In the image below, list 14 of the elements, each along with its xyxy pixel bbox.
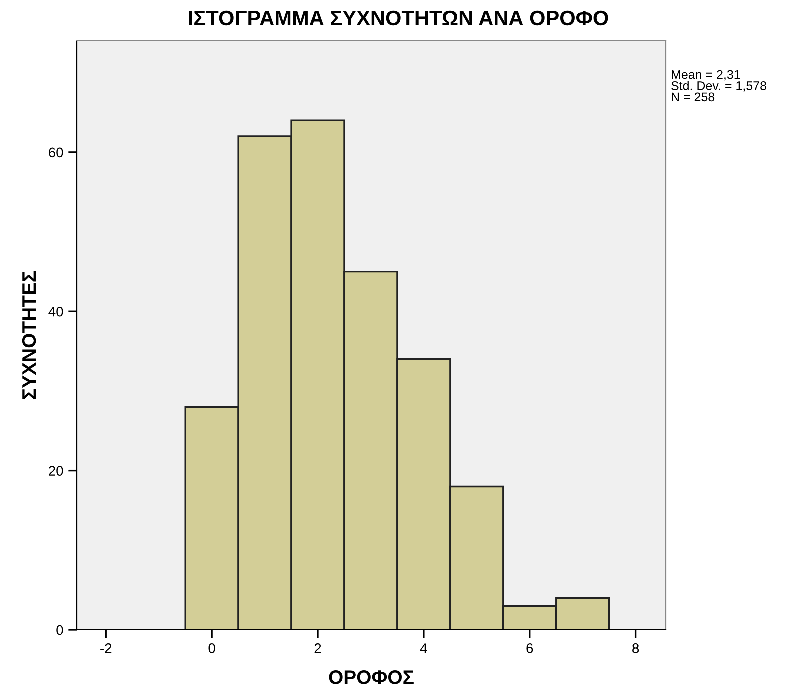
y-tick-label: 60: [49, 148, 64, 158]
y-tick-label: 20: [49, 466, 64, 476]
y-axis-title: ΣΥΧΝΟΤΗΤΕΣ: [22, 271, 36, 400]
y-tick-label: 40: [48, 306, 64, 317]
x-tick-label: 6: [526, 644, 534, 654]
x-tick-label: 4: [420, 644, 428, 654]
text: Mean = 2,31 Std. Dev. = 1,578 N = 258: [672, 70, 766, 102]
x-tick-label: 0: [208, 644, 216, 654]
y-tick-label: 0: [56, 625, 64, 636]
x-axis-title: ΟΡΟΦΟΣ: [329, 670, 414, 684]
x-tick-label: 8: [632, 644, 640, 654]
chart-title: ΙΣΤΟΓΡΑΜΜΑ ΣΥΧΝΟΤΗΤΩΝ ΑΝΑ ΟΡΟΦΟ: [189, 10, 608, 26]
x-tick-label: 2: [314, 644, 322, 654]
x-tick-label: -2: [100, 644, 112, 654]
